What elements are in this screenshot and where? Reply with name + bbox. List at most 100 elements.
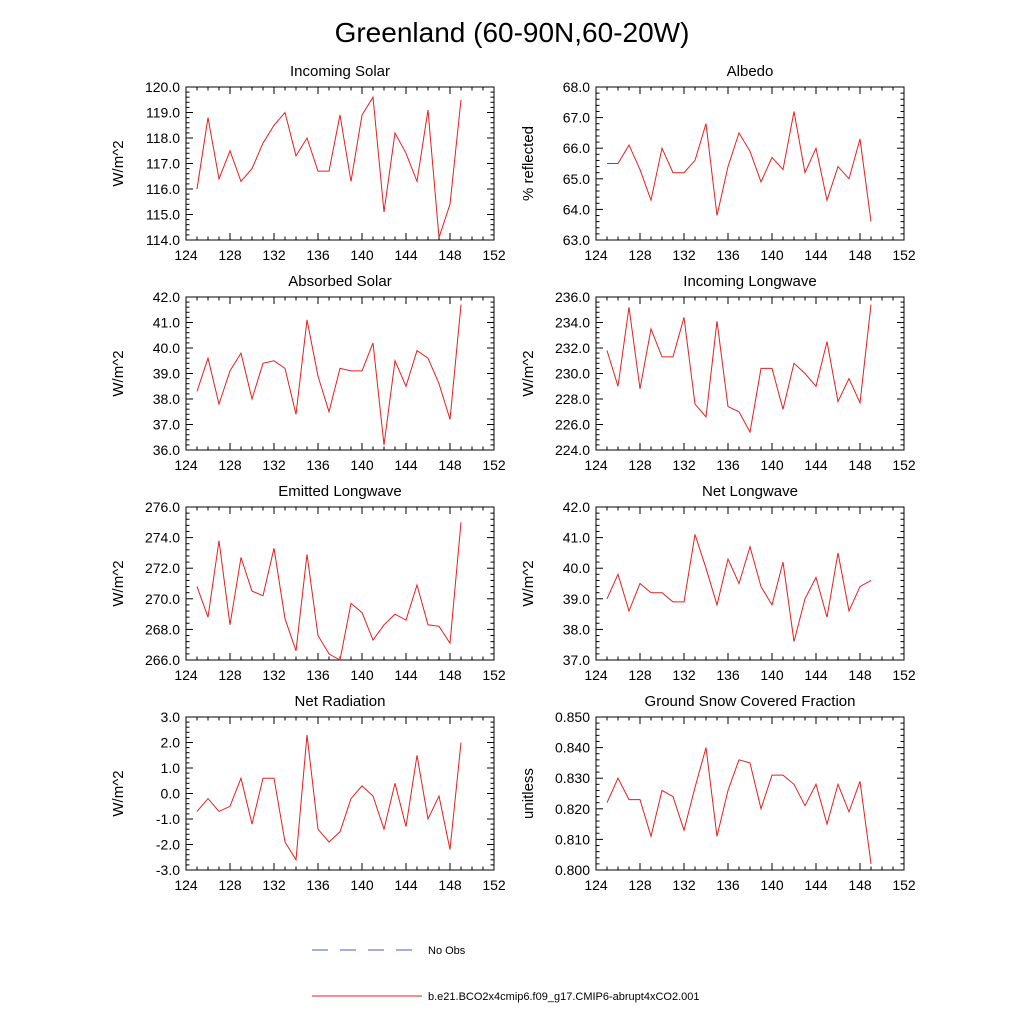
panel-3: 124 128 132 136 140 144 148 152 224.0 226.0 228.0 2… (520, 273, 916, 473)
x-tick-label: 152 (482, 667, 506, 683)
plot-frame (595, 86, 905, 241)
x-tick-label: 144 (804, 457, 828, 473)
x-tick-label: 128 (628, 667, 652, 683)
plot-frame (185, 86, 495, 241)
y-tick-label: 37.0 (153, 417, 180, 433)
x-tick-label: 144 (804, 877, 828, 893)
y-axis-label: W/m^2 (110, 770, 127, 816)
y-tick-label: 270.0 (145, 591, 180, 607)
series-line (196, 734, 462, 862)
y-tick-label: 120.0 (145, 79, 180, 95)
x-tick-label: 136 (716, 247, 740, 263)
panel-title: Net Radiation (295, 693, 386, 710)
y-axis-label: W/m^2 (520, 560, 537, 606)
panel-5: 124 128 132 136 140 144 148 152 37.0 38.0 39.0 40.0… (520, 483, 916, 683)
y-axis-label: % reflected (520, 126, 537, 201)
x-tick-label: 128 (218, 877, 242, 893)
x-tick-label: 152 (892, 247, 916, 263)
y-tick-label: 37.0 (563, 652, 590, 668)
y-tick-label: 64.0 (563, 201, 590, 217)
plot-frame (185, 506, 495, 661)
series-line (607, 111, 872, 222)
x-tick-label: 148 (848, 667, 872, 683)
y-tick-label: 66.0 (563, 140, 590, 156)
y-tick-label: 1.0 (161, 760, 181, 776)
y-tick-label: 0.850 (555, 709, 590, 725)
y-tick-label: 0.840 (555, 740, 590, 756)
y-tick-label: 36.0 (153, 442, 180, 458)
y-tick-label: 38.0 (563, 621, 590, 637)
x-tick-label: 132 (262, 667, 286, 683)
y-tick-label: 272.0 (145, 560, 180, 576)
panel-title: Albedo (727, 63, 774, 80)
x-tick-label: 152 (892, 667, 916, 683)
y-tick-label: 39.0 (153, 366, 180, 382)
y-tick-label: 0.830 (555, 770, 590, 786)
x-tick-label: 132 (672, 457, 696, 473)
y-tick-label: -1.0 (156, 811, 180, 827)
y-tick-label: -2.0 (156, 837, 180, 853)
x-tick-label: 132 (262, 877, 286, 893)
panel-0: 124 128 132 136 140 144 148 152 114.0 115.0 116.0 1… (110, 63, 506, 263)
y-tick-label: 0.820 (555, 801, 590, 817)
panel-title: Absorbed Solar (288, 273, 391, 290)
y-tick-label: 117.0 (146, 156, 180, 172)
series-line (196, 522, 462, 661)
x-tick-label: 124 (584, 667, 608, 683)
y-tick-label: 274.0 (145, 530, 180, 546)
main-title: Greenland (60-90N,60-20W) (335, 17, 690, 48)
x-tick-label: 124 (584, 877, 608, 893)
y-tick-label: 276.0 (145, 499, 180, 515)
y-tick-label: 40.0 (153, 340, 180, 356)
x-tick-label: 136 (716, 457, 740, 473)
y-axis-label: unitless (520, 768, 537, 819)
panel-6: 124 128 132 136 140 144 148 152 -3.0 -2.0 -1.0 0.0 1… (110, 693, 506, 893)
y-tick-label: 41.0 (563, 530, 590, 546)
series-line (606, 534, 872, 642)
y-axis-label: W/m^2 (110, 350, 127, 396)
y-axis-label: W/m^2 (110, 140, 127, 186)
series-line (606, 747, 872, 864)
legend: No Obs b.e21.BCO2x4cmip6.f09_g17.CMIP6-a… (312, 945, 700, 1003)
plot-frame (595, 506, 905, 661)
panel-2: 124 128 132 136 140 144 148 152 36.0 37.0 38.0 39.0… (110, 273, 506, 473)
panel-7: 124 128 132 136 140 144 148 152 0.800 0.810 0.820 0… (520, 693, 916, 893)
x-tick-label: 132 (262, 247, 286, 263)
y-tick-label: 114.0 (146, 232, 180, 248)
y-tick-label: 266.0 (145, 652, 180, 668)
x-tick-label: 144 (394, 247, 418, 263)
panels: 124 128 132 136 140 144 148 152 114.0 115.0 116.0 1… (110, 63, 916, 893)
x-tick-label: 136 (716, 667, 740, 683)
x-tick-label: 140 (760, 877, 784, 893)
x-tick-label: 140 (760, 247, 784, 263)
y-tick-label: 226.0 (555, 417, 590, 433)
x-tick-label: 124 (584, 457, 608, 473)
panel-title: Incoming Longwave (683, 273, 816, 290)
panel-4: 124 128 132 136 140 144 148 152 266.0 268.0 270.0 2… (110, 483, 506, 683)
x-tick-label: 128 (218, 247, 242, 263)
legend-model-label: b.e21.BCO2x4cmip6.f09_g17.CMIP6-abrupt4x… (428, 991, 700, 1003)
x-tick-label: 124 (174, 247, 198, 263)
x-tick-label: 124 (584, 247, 608, 263)
y-tick-label: 41.0 (153, 315, 180, 331)
x-tick-label: 132 (672, 247, 696, 263)
x-tick-label: 140 (350, 667, 374, 683)
panel-title: Incoming Solar (290, 63, 390, 80)
y-tick-label: 67.0 (563, 110, 590, 126)
x-tick-label: 144 (804, 667, 828, 683)
y-tick-label: 40.0 (563, 560, 590, 576)
panel-title: Net Longwave (702, 483, 798, 500)
plot-frame (595, 716, 905, 871)
y-tick-label: 228.0 (555, 391, 590, 407)
y-tick-label: 115.0 (146, 207, 180, 223)
x-tick-label: 128 (628, 457, 652, 473)
x-tick-label: 152 (892, 877, 916, 893)
y-tick-label: 268.0 (145, 621, 180, 637)
y-axis-label: W/m^2 (520, 350, 537, 396)
series-line (196, 95, 462, 238)
x-tick-label: 136 (716, 877, 740, 893)
x-tick-label: 148 (438, 667, 462, 683)
y-tick-label: 68.0 (563, 79, 590, 95)
x-tick-label: 132 (672, 877, 696, 893)
y-tick-label: 119.0 (146, 105, 180, 121)
